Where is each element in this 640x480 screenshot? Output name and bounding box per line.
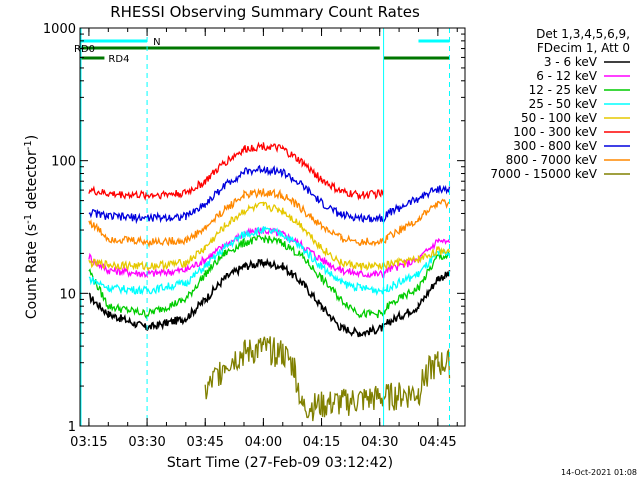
legend-label-2: 12 - 25 keV (529, 83, 598, 97)
footer-date: 14-Oct-2021 01:08 (561, 468, 637, 477)
flags-layer: RD0 RD4 N (74, 37, 450, 65)
x-axis-label: Start Time (27-Feb-09 03:12:42) (167, 455, 393, 471)
legend: Det 1,3,4,5,6,9, FDecim 1, Att 0 3 - 6 k… (490, 27, 630, 181)
x-axis-ticks: 03:15 03:30 03:45 04:00 04:15 04:30 04:45 (70, 28, 458, 450)
x-tick-label-1: 03:30 (128, 435, 165, 450)
series-100-300-kev (88, 141, 385, 201)
series-line-7 (88, 187, 450, 249)
series-800-7000-kev (88, 187, 450, 249)
series-12-25-kev (88, 234, 451, 319)
legend-label-3: 25 - 50 keV (529, 97, 598, 111)
x-tick-label-2: 03:45 (186, 435, 223, 450)
series-line-3 (88, 225, 451, 297)
x-tick-label-3: 04:00 (245, 435, 282, 450)
markers-layer (80, 28, 450, 426)
plot-frame (79, 27, 466, 427)
y-tick-label-3: 1000 (43, 22, 76, 37)
series-line-2 (88, 234, 451, 319)
chart-title: RHESSI Observing Summary Count Rates (110, 3, 420, 21)
legend-label-4: 50 - 100 keV (521, 111, 598, 125)
series-300-800-kev (88, 164, 451, 225)
series-line-5 (88, 141, 385, 201)
legend-label-1: 6 - 12 keV (536, 69, 598, 83)
y-axis-label: Count Rate (s-1 detector-1) (23, 135, 41, 319)
legend-header-line-1: Det 1,3,4,5,6,9, (536, 27, 630, 41)
legend-header-line-2: FDecim 1, Att 0 (537, 41, 630, 55)
flag-label-rd0: RD0 (74, 44, 95, 55)
flag-label-n: N (153, 37, 160, 48)
y-tick-label-1: 10 (59, 287, 76, 302)
x-tick-label-5: 04:30 (361, 435, 398, 450)
y-tick-label-2: 100 (51, 155, 76, 170)
legend-label-5: 100 - 300 keV (513, 125, 597, 139)
series-line-0 (88, 257, 451, 338)
series-line-4 (88, 201, 451, 272)
flag-label-rd4: RD4 (108, 54, 129, 65)
legend-label-6: 300 - 800 keV (513, 139, 597, 153)
series-7000-15000-kev (204, 336, 451, 422)
y-tick-label-0: 1 (68, 420, 76, 435)
x-tick-label-6: 04:45 (419, 435, 456, 450)
series-line-8 (204, 336, 451, 422)
series-50-100-kev (88, 201, 451, 272)
legend-label-0: 3 - 6 keV (544, 55, 598, 69)
legend-label-7: 800 - 7000 keV (506, 153, 598, 167)
x-tick-label-4: 04:15 (303, 435, 340, 450)
series-layer (88, 141, 451, 422)
x-tick-label-0: 03:15 (70, 435, 107, 450)
series-line-6 (88, 164, 451, 225)
series-3-6-kev (88, 257, 451, 338)
y-axis-ticks: 1 10 100 1000 (43, 22, 465, 435)
legend-label-8: 7000 - 15000 keV (490, 167, 597, 181)
series-25-50-kev (88, 225, 451, 297)
